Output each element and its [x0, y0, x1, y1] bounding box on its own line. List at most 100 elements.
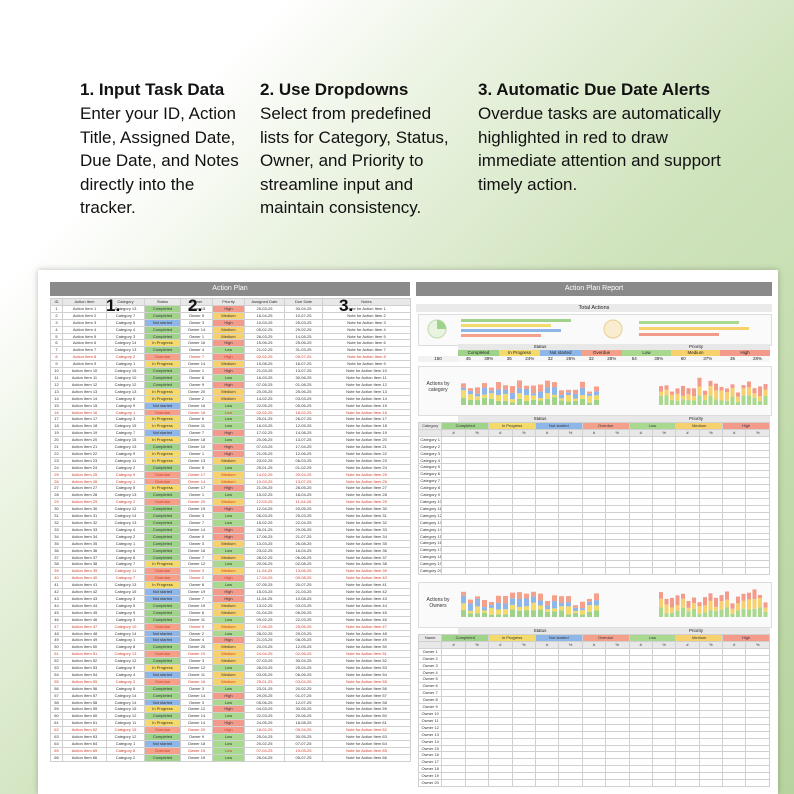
table-cell [464, 689, 490, 698]
table-cell [698, 511, 724, 520]
status-bar-segment [552, 387, 557, 395]
table-cell [558, 491, 583, 499]
table-cell [441, 682, 466, 691]
table-cell [534, 525, 560, 534]
table-cell: 20-06-25 [284, 712, 323, 721]
table-row: 51 Action Item 51 Category 13 Overdue Owner … [50, 650, 411, 659]
table-cell [651, 779, 677, 787]
report-title: Action Plan Report [416, 282, 772, 296]
table-cell: Category 5 [106, 684, 145, 693]
table-cell [651, 491, 677, 499]
table-cell: 54 [50, 670, 63, 679]
table-cell [534, 456, 560, 465]
priority-bar-segment [664, 385, 669, 390]
table-cell: Action Item 64 [62, 740, 107, 748]
table-cell: Low [212, 519, 245, 527]
table-cell: Not started [144, 588, 181, 596]
row-label: Owner 9 [417, 703, 443, 711]
summary-value: 36 [499, 356, 520, 362]
priority-bar-segment [681, 607, 685, 617]
status-bar-segment [538, 593, 543, 601]
table-cell: Completed [144, 712, 181, 721]
table-cell [698, 539, 724, 548]
count-header: # [722, 640, 747, 649]
table-cell [651, 703, 677, 711]
table-cell: Action Item 66 [62, 753, 107, 762]
table-cell: 25-03-25 [284, 318, 323, 327]
table-cell: Action Item 58 [62, 698, 107, 707]
table-cell: Not started [144, 670, 181, 679]
table-cell: 26-05-25 [284, 484, 323, 493]
table-cell: Action Item 22 [62, 449, 107, 458]
table-row: 33 Action Item 33 Category 4 Completed Owner… [50, 525, 411, 534]
table-row: 40 Action Item 40 Category 7 Overdue Owner 2… [50, 574, 411, 583]
summary-header: In Progress [499, 350, 540, 356]
status-bar-segment [510, 609, 515, 617]
table-row: 28 Action Item 28 Category 13 Completed Owne… [50, 491, 411, 500]
table-cell [488, 497, 513, 506]
table-cell [511, 539, 536, 548]
row-label: Category 7 [417, 477, 443, 486]
table-cell [722, 730, 747, 739]
table-cell [441, 654, 466, 663]
priority-bar-segment [692, 597, 696, 604]
table-row: 59 Action Item 59 Category 15 In Progress Ow… [50, 705, 411, 714]
table-cell: 16-03-25 [244, 373, 285, 382]
action-plan-table: ID Action Item Category Status Owner Priority… [50, 298, 411, 762]
table-row: Owner 7 [417, 689, 770, 698]
table-cell [605, 703, 630, 711]
table-cell: Action Item 25 [62, 470, 107, 479]
summary-status-label: Status [458, 344, 622, 350]
row-label: Owner 18 [417, 765, 443, 774]
table-cell: Note for Action Item 54 [322, 670, 411, 679]
table-cell [464, 772, 490, 781]
count-header: # [628, 428, 653, 437]
priority-header: Medium [675, 422, 724, 430]
table-cell [558, 772, 583, 781]
summary-value: 60 [671, 356, 696, 362]
table-row: 66 Action Item 66 Category 2 Completed Owner… [50, 753, 411, 762]
table-cell: Category 3 [106, 594, 145, 603]
table-cell [651, 560, 677, 569]
table-cell: 16-07-25 [284, 360, 323, 369]
table-cell [558, 682, 583, 691]
table-cell [441, 491, 466, 499]
table-cell: Note for Action Item 53 [322, 664, 411, 672]
table-cell [581, 539, 607, 548]
table-cell: Owner 17 [180, 470, 213, 479]
priority-bar-segment [758, 386, 762, 397]
table-cell [511, 772, 536, 781]
table-cell: 46 [50, 615, 63, 624]
table-cell: In Progress [144, 705, 181, 714]
table-cell: Owner 14 [180, 325, 213, 334]
table-cell [534, 442, 560, 451]
table-cell: In Progress [144, 664, 181, 672]
owner-bar-chart [461, 589, 768, 617]
table-cell: Note for Action Item 41 [322, 581, 411, 590]
table-cell [488, 737, 513, 746]
table-cell [698, 567, 724, 575]
table-cell: 27 [50, 484, 63, 493]
table-cell: Category 1 [106, 408, 145, 417]
status-bar-segment [545, 611, 550, 617]
table-cell: 25-01-25 [244, 463, 285, 472]
table-cell [558, 758, 583, 767]
table-cell: Action Item 42 [62, 588, 107, 596]
table-cell: Note for Action Item 58 [322, 698, 411, 707]
table-cell [628, 456, 653, 465]
table-cell: Owner 20 [180, 387, 213, 396]
table-cell: Category 2 [106, 353, 145, 362]
status-bar-segment [468, 613, 473, 617]
table-cell [464, 497, 490, 506]
pct-header: % [651, 428, 677, 437]
table-cell [651, 751, 677, 760]
table-cell: 06-05-25 [284, 608, 323, 617]
table-cell: 40 [50, 574, 63, 583]
table-cell [651, 435, 677, 444]
table-cell [441, 703, 466, 711]
table-cell [534, 716, 560, 725]
table-cell [488, 442, 513, 451]
table-cell [488, 661, 513, 670]
table-cell: Low [212, 664, 245, 672]
table-cell: 20 [50, 436, 63, 445]
